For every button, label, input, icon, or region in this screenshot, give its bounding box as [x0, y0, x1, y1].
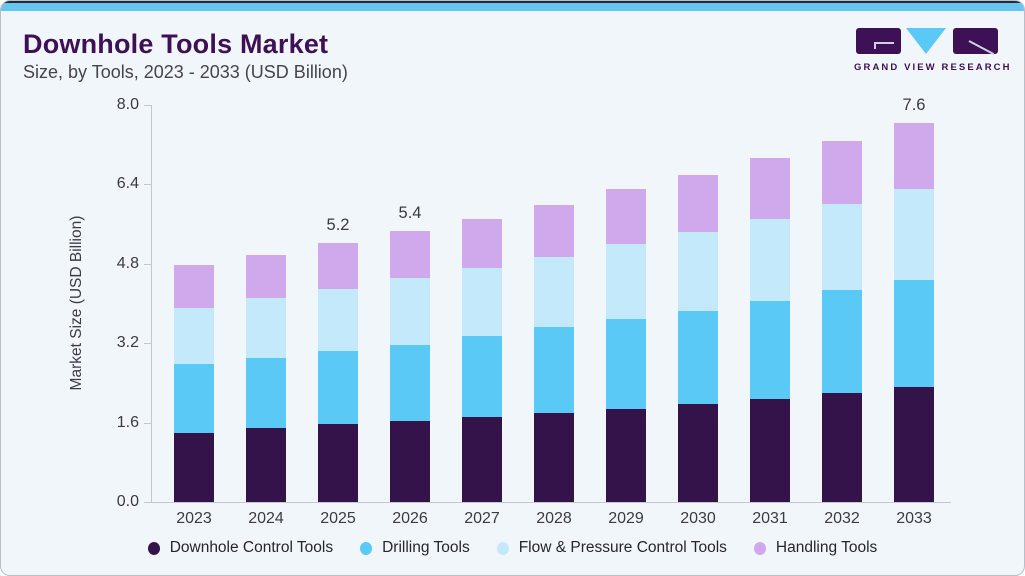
- y-tick-mark: [144, 105, 151, 106]
- y-tick-label: 4.8: [116, 254, 139, 272]
- legend-label: Handling Tools: [775, 539, 878, 556]
- bar-value-label: 7.6: [902, 96, 926, 115]
- logo-brand-text: GRAND VIEW RESEARCH: [854, 62, 1012, 73]
- bar-segment-flow-pressure-control-tools: [246, 298, 286, 359]
- bar-segment-flow-pressure-control-tools: [678, 232, 718, 311]
- x-axis-label: 2025: [320, 510, 356, 527]
- x-axis-label: 2031: [752, 510, 788, 527]
- y-tick-mark: [144, 263, 151, 265]
- bar-segment-drilling-tools: [678, 310, 718, 404]
- bar-segment-flow-pressure-control-tools: [534, 257, 574, 327]
- bar-segment-handling-tools: [894, 123, 934, 190]
- legend-label: Flow & Pressure Control Tools: [518, 539, 727, 556]
- x-axis-label: 2033: [896, 510, 932, 527]
- x-axis-label: 2029: [608, 510, 644, 527]
- bar-segment-handling-tools: [246, 254, 286, 299]
- bar-segment-drilling-tools: [894, 279, 934, 388]
- bar-segment-drilling-tools: [822, 290, 862, 394]
- legend-dot-icon: [360, 541, 373, 555]
- x-axis-line: [151, 502, 951, 503]
- bar-segment-downhole-control-tools: [606, 408, 646, 502]
- bar-segment-downhole-control-tools: [534, 412, 574, 502]
- bar-segment-drilling-tools: [750, 301, 790, 399]
- bar-segment-handling-tools: [822, 141, 862, 204]
- y-tick-mark: [144, 184, 151, 186]
- legend-label: Drilling Tools: [382, 539, 470, 556]
- x-axis-label: 2023: [176, 510, 212, 527]
- bar-segment-flow-pressure-control-tools: [822, 203, 862, 291]
- bar-segment-drilling-tools: [318, 351, 358, 425]
- card-top-edge: [1, 1, 1024, 3]
- x-axis-label: 2024: [248, 510, 284, 527]
- bar-segment-downhole-control-tools: [462, 416, 502, 502]
- bar-segment-handling-tools: [534, 204, 574, 258]
- bar-segment-drilling-tools: [462, 335, 502, 417]
- bar-segment-flow-pressure-control-tools: [318, 289, 358, 352]
- logo-g-block: [856, 28, 901, 54]
- logo-g-glyph: [874, 42, 894, 44]
- bar-segment-handling-tools: [678, 174, 718, 233]
- bar-segment-downhole-control-tools: [318, 424, 358, 502]
- y-tick-label: 3.2: [116, 334, 139, 352]
- y-tick-label: 1.6: [116, 413, 139, 431]
- bar-segment-downhole-control-tools: [390, 420, 430, 502]
- bar-segment-downhole-control-tools: [822, 393, 862, 502]
- legend-item: Downhole Control Tools: [147, 539, 334, 557]
- bar-segment-flow-pressure-control-tools: [174, 307, 214, 365]
- grand-view-research-logo: GRAND VIEW RESEARCH: [854, 28, 1012, 73]
- bar-segment-handling-tools: [606, 189, 646, 245]
- bar-value-label: 5.4: [398, 203, 422, 222]
- legend-item: Flow & Pressure Control Tools: [496, 539, 727, 557]
- bar-segment-downhole-control-tools: [246, 428, 286, 502]
- logo-v-triangle-icon: [906, 28, 946, 54]
- bar-segment-drilling-tools: [606, 319, 646, 409]
- y-tick-mark: [144, 343, 151, 345]
- bar-segment-drilling-tools: [174, 364, 214, 433]
- bar-value-label: 5.2: [326, 215, 350, 234]
- logo-g-glyph-stub: [874, 42, 876, 49]
- bar-segment-flow-pressure-control-tools: [750, 218, 790, 302]
- bar-segment-drilling-tools: [390, 344, 430, 421]
- y-axis-line: [151, 105, 152, 502]
- legend-dot-icon: [147, 541, 160, 555]
- bar-segment-handling-tools: [174, 264, 214, 308]
- legend-dot-icon: [496, 541, 509, 555]
- x-axis-label: 2030: [680, 510, 716, 527]
- bar-segment-flow-pressure-control-tools: [894, 189, 934, 280]
- page-subtitle: Size, by Tools, 2023 - 2033 (USD Billion…: [23, 62, 348, 82]
- x-axis-label: 2032: [824, 510, 860, 527]
- bar-segment-flow-pressure-control-tools: [390, 278, 430, 345]
- y-axis-title: Market Size (USD Billion): [68, 215, 85, 390]
- bar-segment-drilling-tools: [246, 358, 286, 429]
- legend-label: Downhole Control Tools: [169, 539, 334, 556]
- bar-segment-handling-tools: [390, 230, 430, 279]
- bar-segment-flow-pressure-control-tools: [462, 267, 502, 336]
- card-accent-stripe: [1, 3, 1024, 11]
- bar-segment-downhole-control-tools: [174, 432, 214, 502]
- x-axis-label: 2027: [464, 510, 500, 527]
- y-tick-label: 6.4: [116, 175, 139, 193]
- bar-segment-handling-tools: [318, 242, 358, 290]
- legend-item: Handling Tools: [753, 539, 878, 557]
- y-tick-label: 0.0: [116, 493, 139, 510]
- x-axis-label: 2026: [392, 510, 428, 527]
- bar-segment-downhole-control-tools: [750, 398, 790, 502]
- page-title: Downhole Tools Market: [23, 29, 329, 59]
- bar-segment-downhole-control-tools: [894, 387, 934, 502]
- legend-dot-icon: [753, 541, 766, 555]
- legend-item: Drilling Tools: [360, 539, 470, 557]
- chart-legend: Downhole Control Tools Drilling Tools Flow…: [1, 539, 1024, 557]
- bar-segment-downhole-control-tools: [678, 403, 718, 502]
- y-tick-mark: [144, 422, 151, 424]
- bar-segment-flow-pressure-control-tools: [606, 244, 646, 320]
- y-tick-label: 8.0: [116, 96, 139, 113]
- bar-segment-handling-tools: [750, 158, 790, 219]
- logo-r-block: [953, 28, 998, 56]
- y-tick-mark: [144, 502, 151, 503]
- bar-segment-handling-tools: [462, 218, 502, 268]
- bar-segment-drilling-tools: [534, 326, 574, 413]
- x-axis-label: 2028: [536, 510, 572, 527]
